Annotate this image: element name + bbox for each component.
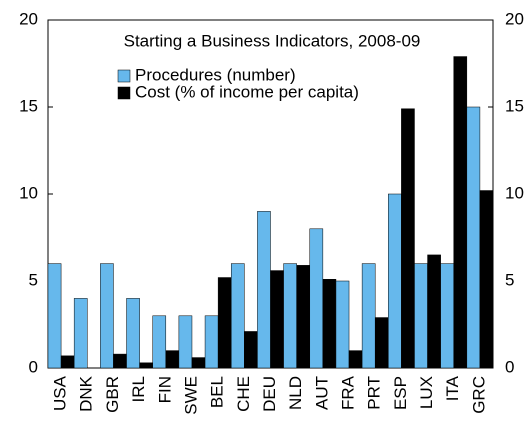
x-tick-label: FIN (155, 376, 174, 403)
legend-label: Procedures (number) (135, 65, 296, 84)
bar (440, 263, 454, 369)
x-tick-label: USA (51, 375, 70, 411)
x-tick-label: LUX (417, 376, 436, 409)
bar (73, 298, 88, 369)
x-tick-label: ITA (443, 375, 462, 401)
bar (191, 357, 206, 369)
bar (100, 263, 114, 369)
bar (453, 56, 468, 369)
y2-tick-label: 20 (505, 9, 524, 28)
bar (309, 228, 324, 369)
legend-swatch (117, 86, 131, 100)
bar (178, 315, 193, 369)
x-tick-label: DEU (260, 376, 279, 412)
bar (427, 254, 441, 369)
x-tick-label: NLD (286, 376, 305, 410)
bar (348, 350, 363, 369)
bar (401, 108, 415, 369)
bar (335, 280, 350, 369)
y2-tick-label: 15 (505, 96, 524, 115)
bar (270, 270, 284, 369)
bar (204, 315, 219, 369)
x-tick-label: FRA (339, 375, 358, 410)
x-tick-label: PRT (365, 376, 384, 410)
x-tick-label: BEL (208, 376, 227, 408)
bar (152, 315, 167, 369)
y-tick-label: 5 (29, 270, 38, 289)
bar (230, 263, 245, 369)
bar (244, 331, 258, 369)
bar (139, 362, 153, 369)
x-tick-label: GRC (469, 376, 488, 414)
bar (479, 190, 494, 369)
x-tick-label: AUT (312, 376, 331, 410)
bar (374, 317, 389, 369)
bar (113, 353, 127, 369)
x-tick-label: GBR (103, 376, 122, 413)
bar (60, 355, 75, 369)
bar (47, 263, 62, 369)
y2-tick-label: 10 (505, 183, 524, 202)
bar (414, 263, 428, 369)
bar (283, 263, 297, 369)
bar (388, 193, 402, 369)
y-tick-label: 0 (29, 357, 38, 376)
y-tick-label: 15 (19, 96, 38, 115)
bar (296, 265, 311, 369)
x-tick-label: DNK (77, 375, 96, 412)
x-tick-label: CHE (234, 376, 253, 412)
bar (361, 263, 376, 369)
bar (217, 277, 232, 369)
bar (466, 106, 481, 369)
x-tick-label: IRL (129, 376, 148, 402)
x-tick-label: ESP (391, 376, 410, 410)
bar (165, 350, 180, 369)
legend-swatch (117, 69, 131, 83)
y2-tick-label: 5 (505, 270, 514, 289)
chart-title: Starting a Business Indicators, 2008-09 (124, 31, 421, 50)
y-tick-label: 20 (19, 9, 38, 28)
bar (126, 298, 140, 369)
y-tick-label: 10 (19, 183, 38, 202)
legend-label: Cost (% of income per capita) (135, 82, 359, 101)
x-tick-label: SWE (181, 376, 200, 415)
bar (257, 211, 271, 369)
y2-tick-label: 0 (505, 357, 514, 376)
bar (322, 279, 337, 369)
